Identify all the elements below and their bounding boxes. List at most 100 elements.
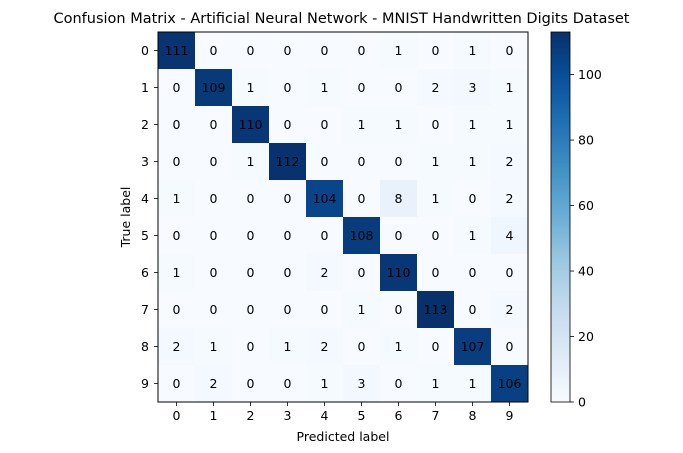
plot-frame [157, 31, 529, 403]
heatmap-cell [306, 217, 344, 255]
heatmap-cell [195, 69, 233, 107]
cell-value-label: 1 [395, 339, 403, 354]
cell-value-label: 104 [313, 191, 337, 206]
heatmap-cell [380, 69, 418, 107]
heatmap-cell [343, 143, 381, 181]
cell-value-label: 0 [358, 265, 366, 280]
heatmap-cell [380, 106, 418, 144]
cell-value-label: 0 [432, 265, 440, 280]
heatmap-cell-labels: 111 0 0 0 0 0 1 0 1 00 109 1 0 1 0 0 2 3 10 0 110 0 0 1 1 0 1 10 0 1 1… [165, 43, 522, 391]
heatmap-cell [417, 32, 455, 70]
heatmap-cell [269, 291, 307, 329]
y-tick-label: 9 [141, 376, 149, 391]
heatmap-cell [232, 365, 270, 403]
cell-value-label: 0 [395, 228, 403, 243]
cell-value-label: 1 [358, 302, 366, 317]
cell-value-label: 0 [247, 228, 255, 243]
heatmap-cell [380, 180, 418, 218]
heatmap-cell [232, 69, 270, 107]
heatmap-cell [380, 291, 418, 329]
heatmap-cell [269, 328, 307, 366]
heatmap-cell [454, 69, 492, 107]
cell-value-label: 0 [173, 376, 181, 391]
cell-value-label: 1 [210, 339, 218, 354]
cell-value-label: 4 [506, 228, 514, 243]
heatmap-cell [232, 291, 270, 329]
heatmap-cell [269, 365, 307, 403]
x-tick-label: 6 [395, 408, 403, 423]
cell-value-label: 0 [210, 117, 218, 132]
cell-value-label: 0 [247, 302, 255, 317]
heatmap-cell [343, 106, 381, 144]
heatmap-cell [269, 143, 307, 181]
heatmap-cell [232, 180, 270, 218]
heatmap-cell [417, 254, 455, 292]
y-tick-label: 4 [141, 191, 149, 206]
cell-value-label: 1 [506, 117, 514, 132]
cell-value-label: 0 [173, 302, 181, 317]
heatmap-cell [491, 365, 529, 403]
cell-value-label: 0 [395, 302, 403, 317]
colorbar-tick-label: 40 [578, 264, 594, 279]
cell-value-label: 107 [461, 339, 485, 354]
heatmap-cell [380, 217, 418, 255]
x-axis-label: Predicted label [297, 429, 390, 444]
heatmap-cell [306, 32, 344, 70]
cell-value-label: 1 [432, 191, 440, 206]
cell-value-label: 0 [395, 80, 403, 95]
heatmap-cell [158, 32, 196, 70]
heatmap-cell [158, 180, 196, 218]
heatmap-cell [380, 254, 418, 292]
cell-value-label: 0 [506, 265, 514, 280]
colorbar [550, 31, 571, 403]
heatmap-cell [269, 180, 307, 218]
cell-value-label: 0 [173, 117, 181, 132]
cell-value-label: 111 [165, 43, 189, 58]
x-tick-label: 9 [506, 408, 514, 423]
x-tick-label: 5 [358, 408, 366, 423]
cell-value-label: 0 [284, 43, 292, 58]
heatmap-cell [306, 365, 344, 403]
cell-value-label: 0 [469, 302, 477, 317]
cell-value-label: 1 [247, 80, 255, 95]
heatmap-cell [158, 69, 196, 107]
cell-value-label: 1 [432, 376, 440, 391]
cell-value-label: 106 [498, 376, 522, 391]
cell-value-label: 1 [506, 80, 514, 95]
cell-value-label: 0 [247, 376, 255, 391]
heatmap-cell [269, 106, 307, 144]
cell-value-label: 1 [247, 154, 255, 169]
cell-value-label: 2 [506, 191, 514, 206]
cell-value-label: 1 [284, 339, 292, 354]
heatmap-cell [491, 143, 529, 181]
x-tick-label: 2 [247, 408, 255, 423]
cell-value-label: 1 [395, 117, 403, 132]
heatmap-cell [306, 328, 344, 366]
cell-value-label: 2 [506, 302, 514, 317]
cell-value-label: 1 [321, 80, 329, 95]
heatmap-cell [232, 106, 270, 144]
x-axis-ticks: 0 1 2 3 4 5 6 7 8 9 [173, 402, 514, 423]
heatmap-cell [195, 254, 233, 292]
cell-value-label: 0 [284, 265, 292, 280]
heatmap-cell [158, 217, 196, 255]
heatmap-cell [343, 365, 381, 403]
cell-value-label: 0 [358, 80, 366, 95]
heatmap-cell [491, 180, 529, 218]
cell-value-label: 1 [432, 154, 440, 169]
cell-value-label: 1 [469, 376, 477, 391]
cell-value-label: 108 [350, 228, 374, 243]
cell-value-label: 0 [469, 265, 477, 280]
heatmap-cell [454, 328, 492, 366]
cell-value-label: 1 [173, 265, 181, 280]
cell-value-label: 110 [239, 117, 263, 132]
cell-value-label: 2 [173, 339, 181, 354]
cell-value-label: 0 [432, 228, 440, 243]
cell-value-label: 112 [276, 154, 300, 169]
colorbar-tick-label: 20 [578, 329, 594, 344]
heatmap-cell [195, 106, 233, 144]
heatmap-cell [343, 217, 381, 255]
heatmap-cell [269, 254, 307, 292]
cell-value-label: 1 [469, 228, 477, 243]
cell-value-label: 3 [469, 80, 477, 95]
